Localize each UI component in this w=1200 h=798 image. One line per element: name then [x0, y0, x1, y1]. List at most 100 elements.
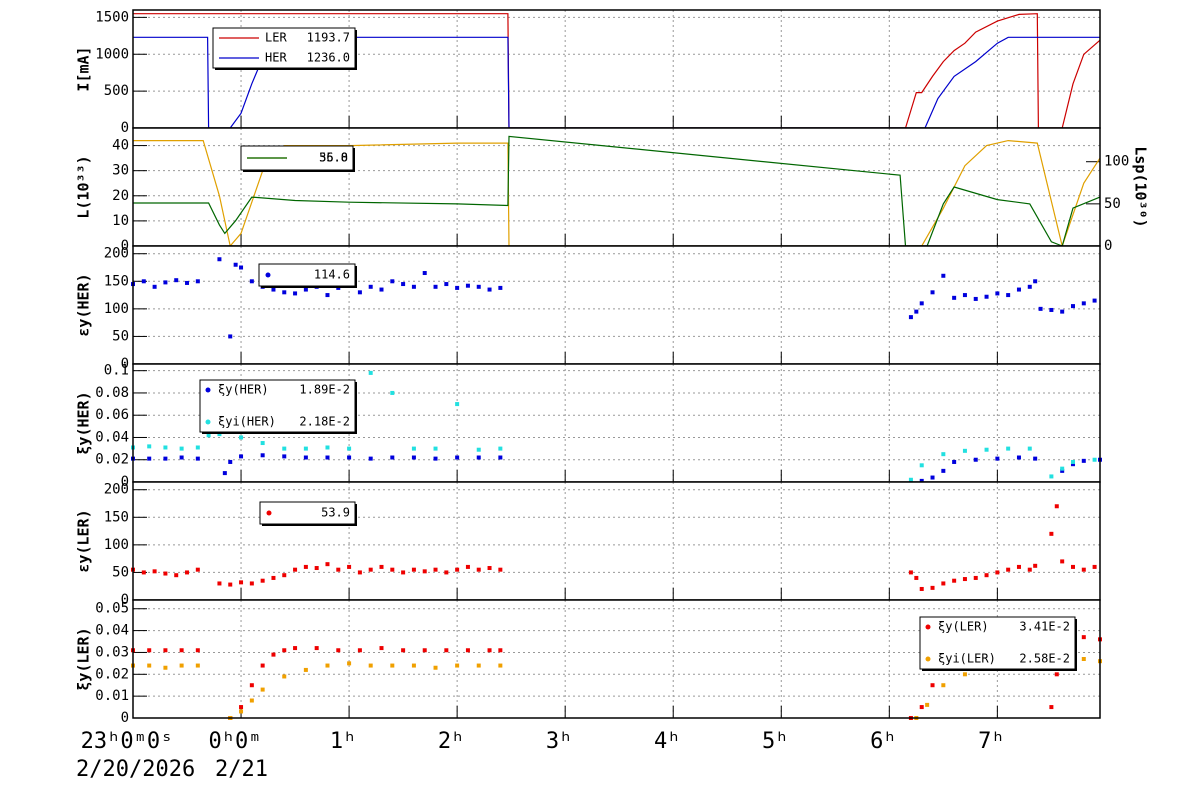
data-point — [147, 456, 152, 461]
data-point — [325, 663, 330, 668]
y-tick-label: 0.1 — [104, 363, 129, 379]
x-date-label: 2/20/2026 — [76, 757, 195, 782]
data-point — [941, 273, 946, 278]
data-point — [1027, 446, 1032, 451]
data-point — [152, 284, 157, 289]
legend-value: 3.41E-2 — [1019, 620, 1070, 634]
data-point — [1081, 567, 1086, 572]
data-point — [303, 667, 308, 672]
data-point — [498, 648, 503, 653]
legend-value: 56.0 — [319, 151, 348, 165]
data-point — [293, 291, 298, 296]
y-tick-label: 0 — [121, 120, 129, 136]
data-point — [919, 586, 924, 591]
data-point — [1070, 462, 1075, 467]
data-point — [1081, 635, 1086, 640]
data-point — [487, 287, 492, 292]
data-point — [476, 663, 481, 668]
data-point — [336, 567, 341, 572]
data-point — [444, 282, 449, 287]
x-tick-label: 4ʰ — [654, 729, 681, 754]
data-point — [919, 705, 924, 710]
data-point — [368, 567, 373, 572]
data-point — [1081, 301, 1086, 306]
data-point — [336, 648, 341, 653]
data-point — [476, 447, 481, 452]
data-point — [282, 454, 287, 459]
data-point — [163, 456, 168, 461]
data-point — [293, 646, 298, 651]
legend-label: ξy(LER) — [938, 620, 989, 634]
data-point — [411, 663, 416, 668]
data-point — [239, 435, 244, 440]
data-point — [1049, 474, 1054, 479]
data-point — [379, 646, 384, 651]
y-axis-label: ξy(HER) — [75, 391, 93, 454]
data-point — [444, 570, 449, 575]
y-tick-label: 40 — [112, 138, 129, 154]
data-point — [282, 573, 287, 578]
data-point — [303, 564, 308, 569]
data-point — [217, 581, 222, 586]
data-point — [325, 562, 330, 567]
data-point — [1092, 564, 1097, 569]
data-point — [217, 257, 222, 262]
y2-tick-label: 100 — [1104, 154, 1129, 170]
data-point — [249, 279, 254, 284]
data-point — [282, 674, 287, 679]
data-point — [444, 648, 449, 653]
data-point — [962, 293, 967, 298]
y-tick-label: 0.04 — [95, 623, 129, 639]
data-point — [179, 455, 184, 460]
data-point — [1033, 456, 1038, 461]
data-point — [914, 309, 919, 314]
legend-swatch — [925, 656, 931, 662]
y-tick-label: 0.02 — [95, 452, 129, 468]
y-tick-label: 100 — [104, 301, 129, 317]
data-point — [962, 577, 967, 582]
data-point — [368, 370, 373, 375]
y-tick-label: 1500 — [95, 9, 129, 25]
data-point — [455, 402, 460, 407]
data-point — [984, 573, 989, 578]
data-point — [357, 570, 362, 575]
y-axis-label: ξy(LER) — [75, 627, 93, 690]
data-point — [357, 648, 362, 653]
data-point — [282, 290, 287, 295]
x-tick-label: 2ʰ — [438, 729, 465, 754]
data-point — [163, 280, 168, 285]
data-point — [433, 567, 438, 572]
data-point — [908, 570, 913, 575]
data-point — [271, 287, 276, 292]
data-point — [314, 646, 319, 651]
y-tick-label: 0.03 — [95, 644, 129, 660]
data-point — [260, 453, 265, 458]
data-point — [1006, 567, 1011, 572]
y-tick-label: 500 — [104, 83, 129, 99]
data-point — [422, 271, 427, 276]
data-point — [228, 459, 233, 464]
x-tick-label: 6ʰ — [870, 729, 897, 754]
data-point — [941, 468, 946, 473]
legend-swatch — [205, 387, 211, 393]
y-tick-label: 0 — [121, 710, 129, 726]
data-point — [147, 648, 152, 653]
data-point — [984, 294, 989, 299]
data-point — [433, 456, 438, 461]
data-point — [919, 478, 924, 483]
data-point — [239, 709, 244, 714]
y-axis-label: I[mA] — [75, 46, 93, 91]
data-point — [995, 570, 1000, 575]
y-tick-label: 0 — [121, 238, 129, 254]
data-point — [476, 567, 481, 572]
data-point — [303, 446, 308, 451]
legend-value: 114.6 — [314, 268, 350, 282]
data-point — [390, 390, 395, 395]
data-point — [174, 573, 179, 578]
data-point — [1070, 459, 1075, 464]
x-tick-label: 23ʰ0ᵐ0ˢ — [81, 729, 174, 754]
data-line — [133, 135, 1101, 247]
y-tick-label: 200 — [104, 482, 129, 498]
data-point — [163, 445, 168, 450]
